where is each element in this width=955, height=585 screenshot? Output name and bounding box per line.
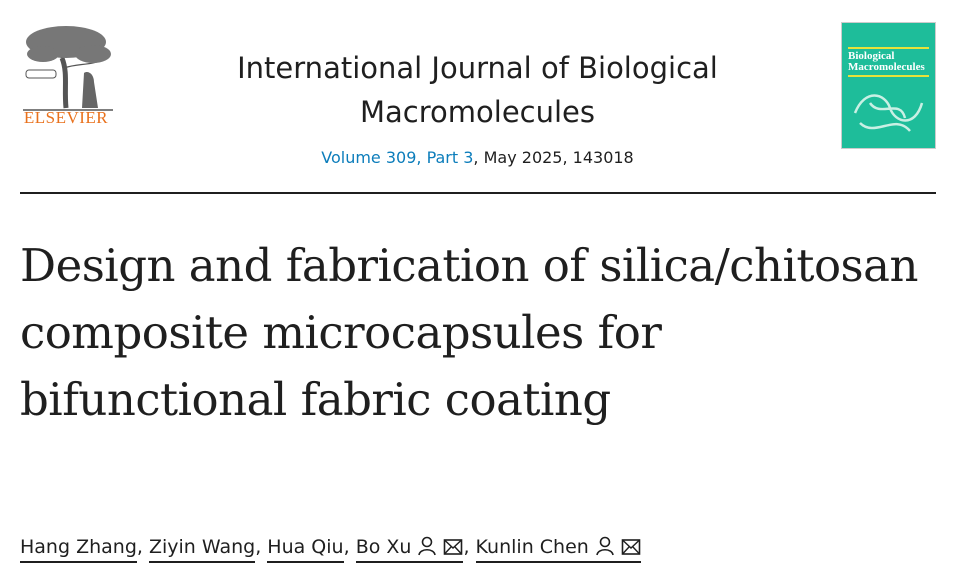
author-separator: , <box>463 536 476 558</box>
author-separator: , <box>136 536 149 558</box>
author-name: Hua Qiu <box>267 536 344 558</box>
author-link[interactable]: Hang Zhang <box>20 536 137 563</box>
author-list: Hang Zhang, Ziyin Wang, Hua Qiu, Bo Xu, … <box>20 536 641 563</box>
header-divider <box>20 192 936 194</box>
elsevier-tree-logo[interactable] <box>18 18 118 130</box>
journal-cover-image[interactable]: Biological Macromolecules <box>841 22 936 149</box>
author-link[interactable]: Ziyin Wang <box>148 536 256 563</box>
protein-structure-icon <box>853 94 924 132</box>
cover-divider <box>848 75 929 77</box>
issue-info: Volume 309, Part 3, May 2025, 143018 <box>170 148 785 167</box>
author-link[interactable]: Hua Qiu <box>267 536 344 563</box>
author-link[interactable]: Bo Xu <box>355 536 464 563</box>
author-name: Ziyin Wang <box>148 536 256 558</box>
author-name: Hang Zhang <box>20 536 137 558</box>
envelope-icon[interactable] <box>443 538 463 561</box>
journal-title[interactable]: International Journal of Biological Macr… <box>237 51 718 129</box>
author-link[interactable]: Kunlin Chen <box>475 536 641 563</box>
issue-date-article-number: , May 2025, 143018 <box>473 148 634 167</box>
author-name: Bo Xu <box>355 536 412 558</box>
volume-link[interactable]: Volume 309, Part 3 <box>321 148 474 167</box>
cover-title: Biological Macromolecules <box>848 50 925 73</box>
publisher-name: ELSEVIER <box>23 108 109 127</box>
person-icon[interactable] <box>595 536 615 561</box>
author-separator: , <box>255 536 268 558</box>
envelope-icon[interactable] <box>621 538 641 561</box>
cover-divider <box>848 47 929 49</box>
author-name: Kunlin Chen <box>475 536 589 558</box>
author-separator: , <box>343 536 356 558</box>
person-icon[interactable] <box>417 536 437 561</box>
article-title: Design and fabrication of silica/chitosa… <box>20 239 918 426</box>
